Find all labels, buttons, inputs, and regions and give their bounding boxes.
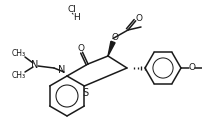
Text: CH₃: CH₃ [12, 50, 26, 58]
Text: O: O [112, 34, 119, 42]
Text: S: S [82, 88, 88, 98]
Text: N: N [58, 65, 66, 75]
Text: CH₃: CH₃ [12, 71, 26, 81]
Text: Cl: Cl [67, 6, 76, 14]
Text: N: N [31, 60, 39, 70]
Text: O: O [188, 64, 196, 72]
Text: O: O [77, 44, 84, 53]
Text: O: O [135, 14, 142, 23]
Text: H: H [73, 13, 79, 23]
Polygon shape [108, 41, 115, 56]
